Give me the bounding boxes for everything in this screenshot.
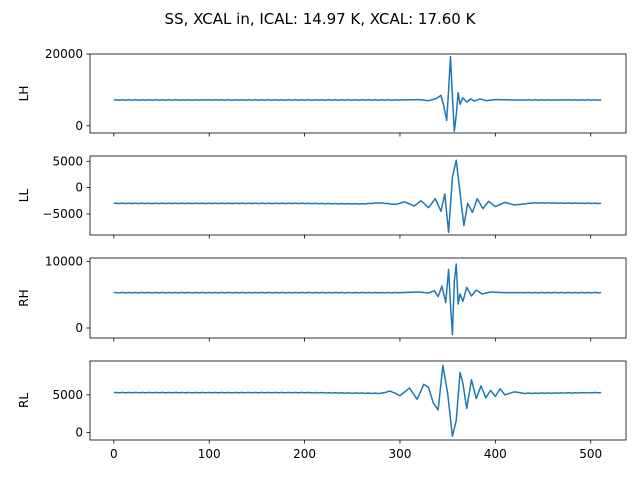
- x-tick-label: 100: [198, 447, 221, 461]
- y-tick-label: 0: [75, 321, 83, 335]
- x-tick-label: 400: [484, 447, 507, 461]
- y-tick-label: −5000: [42, 207, 83, 221]
- y-tick-label: 5000: [52, 388, 83, 402]
- y-tick-label: 5000: [52, 154, 83, 168]
- axes-frame-RH: [89, 257, 627, 339]
- figure-title: SS, XCAL in, ICAL: 14.97 K, XCAL: 17.60 …: [165, 10, 477, 28]
- axes-frame-LL: [89, 155, 627, 236]
- x-tick-label: 0: [110, 447, 118, 461]
- y-axis-label: LH: [17, 86, 31, 102]
- series-line-LH: [113, 55, 602, 132]
- y-axis-label: RL: [17, 393, 31, 408]
- y-tick-label: 0: [75, 181, 83, 195]
- y-tick-label: 10000: [45, 254, 83, 268]
- y-tick-label: 20000: [45, 47, 83, 61]
- y-tick-label: 0: [75, 119, 83, 133]
- axes-frame-RL: [89, 360, 627, 441]
- series-line-RH: [113, 263, 602, 336]
- y-axis-label: RH: [17, 289, 31, 306]
- x-tick-label: 500: [579, 447, 602, 461]
- x-tick-label: 200: [293, 447, 316, 461]
- axes-frame-LH: [89, 53, 627, 134]
- series-line-RL: [113, 364, 602, 437]
- y-axis-label: LL: [17, 189, 31, 203]
- y-tick-label: 0: [75, 425, 83, 439]
- x-tick-label: 300: [389, 447, 412, 461]
- series-line-LL: [113, 159, 602, 234]
